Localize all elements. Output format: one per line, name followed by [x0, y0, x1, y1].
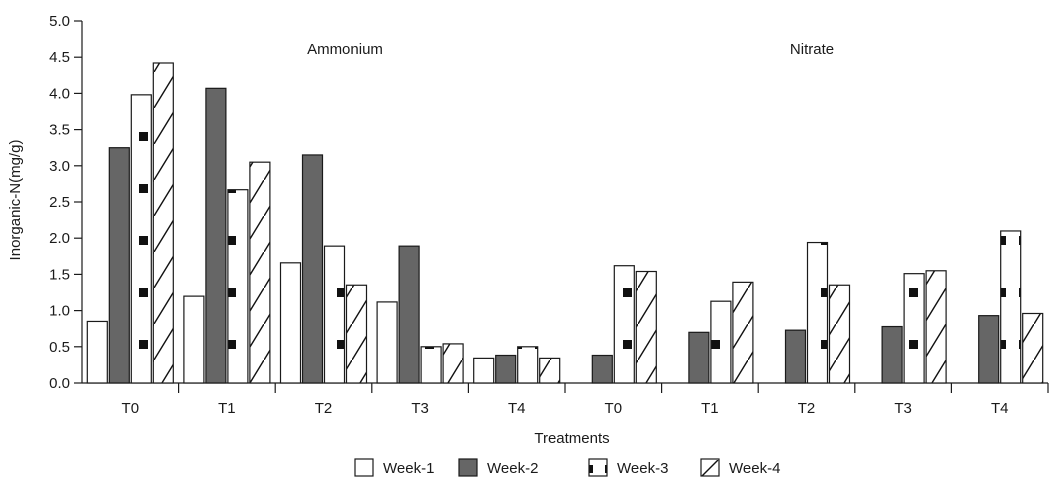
bar-week-4-nitrate-t0 [635, 270, 657, 384]
bar-week-1-ammonium-t0 [86, 320, 108, 384]
y-tick-label: 1.5 [49, 266, 70, 283]
bar-week-2-ammonium-t2 [301, 154, 324, 384]
bar-week-1-ammonium-t2 [279, 262, 302, 384]
y-tick-label: 4.5 [49, 49, 70, 66]
group-labels: Ammonium Nitrate [307, 41, 834, 58]
bar-week-3-nitrate-t0 [613, 265, 635, 384]
y-tick-label: 2.5 [49, 194, 70, 211]
y-tick-label: 4.0 [49, 85, 70, 102]
x-tick-label: T2 [315, 400, 333, 417]
bar-week-2-nitrate-t3 [881, 325, 903, 384]
legend-swatch-week-1 [354, 458, 374, 477]
x-axis: T0 T1 T2 T3 T4 T0 T1 T2 T3 T4 [82, 382, 1049, 417]
bar-week-4-ammonium-t1 [249, 161, 271, 384]
bar-week-3-ammonium-t2 [323, 245, 346, 384]
bar-week-1-ammonium-t3 [376, 301, 398, 384]
bar-week-4-nitrate-t4 [1022, 312, 1044, 384]
x-tick-label: T1 [218, 400, 236, 417]
bar-week-2-ammonium-t3 [398, 245, 420, 384]
group-label-nitrate: Nitrate [790, 41, 834, 58]
bar-week-3-nitrate-t4 [1000, 230, 1022, 384]
y-tick-label: 5.0 [49, 13, 70, 30]
bar-week-1-ammonium-t4 [473, 357, 495, 384]
legend: Week-1 Week-2 Week-3 Week-4 [354, 458, 780, 477]
y-axis-title: Inorganic-N(mg/g) [7, 140, 24, 261]
bar-week-2-nitrate-t2 [784, 329, 807, 384]
y-tick-label: 1.0 [49, 303, 70, 320]
bar-week-4-nitrate-t2 [828, 284, 851, 384]
y-tick-label: 0.0 [49, 375, 70, 392]
x-axis-title: Treatments [534, 430, 609, 447]
y-tick-label: 0.5 [49, 339, 70, 356]
bar-week-3-ammonium-t1 [227, 189, 249, 384]
x-tick-label: T1 [701, 400, 719, 417]
legend-swatch-week-2 [458, 458, 478, 477]
y-tick-label: 2.0 [49, 230, 70, 247]
bar-week-3-ammonium-t3 [420, 346, 442, 384]
legend-label-week-1: Week-1 [383, 460, 434, 477]
bar-week-3-nitrate-t2 [806, 241, 829, 384]
x-tick-label: T4 [991, 400, 1009, 417]
legend-swatch-week-4 [700, 458, 720, 477]
bar-week-2-ammonium-t0 [108, 147, 130, 384]
bar-week-4-nitrate-t3 [925, 270, 947, 384]
bar-week-4-ammonium-t3 [442, 343, 464, 384]
bar-week-2-ammonium-t1 [205, 87, 227, 384]
bar-week-4-nitrate-t1 [732, 281, 754, 384]
bar-week-2-nitrate-t4 [978, 315, 1000, 384]
legend-label-week-3: Week-3 [617, 460, 668, 477]
legend-label-week-4: Week-4 [729, 460, 780, 477]
bar-week-3-ammonium-t0 [130, 94, 152, 384]
bar-week-3-nitrate-t3 [903, 273, 925, 384]
y-tick-label: 3.0 [49, 158, 70, 175]
y-tick-label: 3.5 [49, 122, 70, 139]
x-tick-label: T0 [122, 400, 140, 417]
group-label-ammonium: Ammonium [307, 41, 383, 58]
x-tick-label: T0 [605, 400, 623, 417]
y-axis: 0.0 0.5 1.0 1.5 2.0 2.5 3.0 3.5 4.0 4.5 5.0 [49, 13, 83, 392]
x-tick-label: T2 [798, 400, 816, 417]
bar-week-2-nitrate-t0 [591, 354, 613, 384]
bar-week-3-nitrate-t1 [710, 300, 732, 384]
bar-week-3-ammonium-t4 [517, 346, 539, 384]
bars-layer [86, 62, 1044, 384]
bar-week-4-ammonium-t0 [152, 62, 174, 384]
x-tick-label: T4 [508, 400, 526, 417]
x-tick-label: T3 [411, 400, 429, 417]
bar-week-1-ammonium-t1 [183, 295, 205, 384]
bar-week-2-nitrate-t1 [688, 331, 710, 384]
x-tick-label: T3 [894, 400, 912, 417]
bar-week-2-ammonium-t4 [495, 354, 517, 384]
bar-week-4-ammonium-t2 [345, 284, 368, 384]
bar-week-4-ammonium-t4 [539, 357, 561, 384]
legend-swatch-week-3 [588, 458, 608, 477]
legend-label-week-2: Week-2 [487, 460, 538, 477]
